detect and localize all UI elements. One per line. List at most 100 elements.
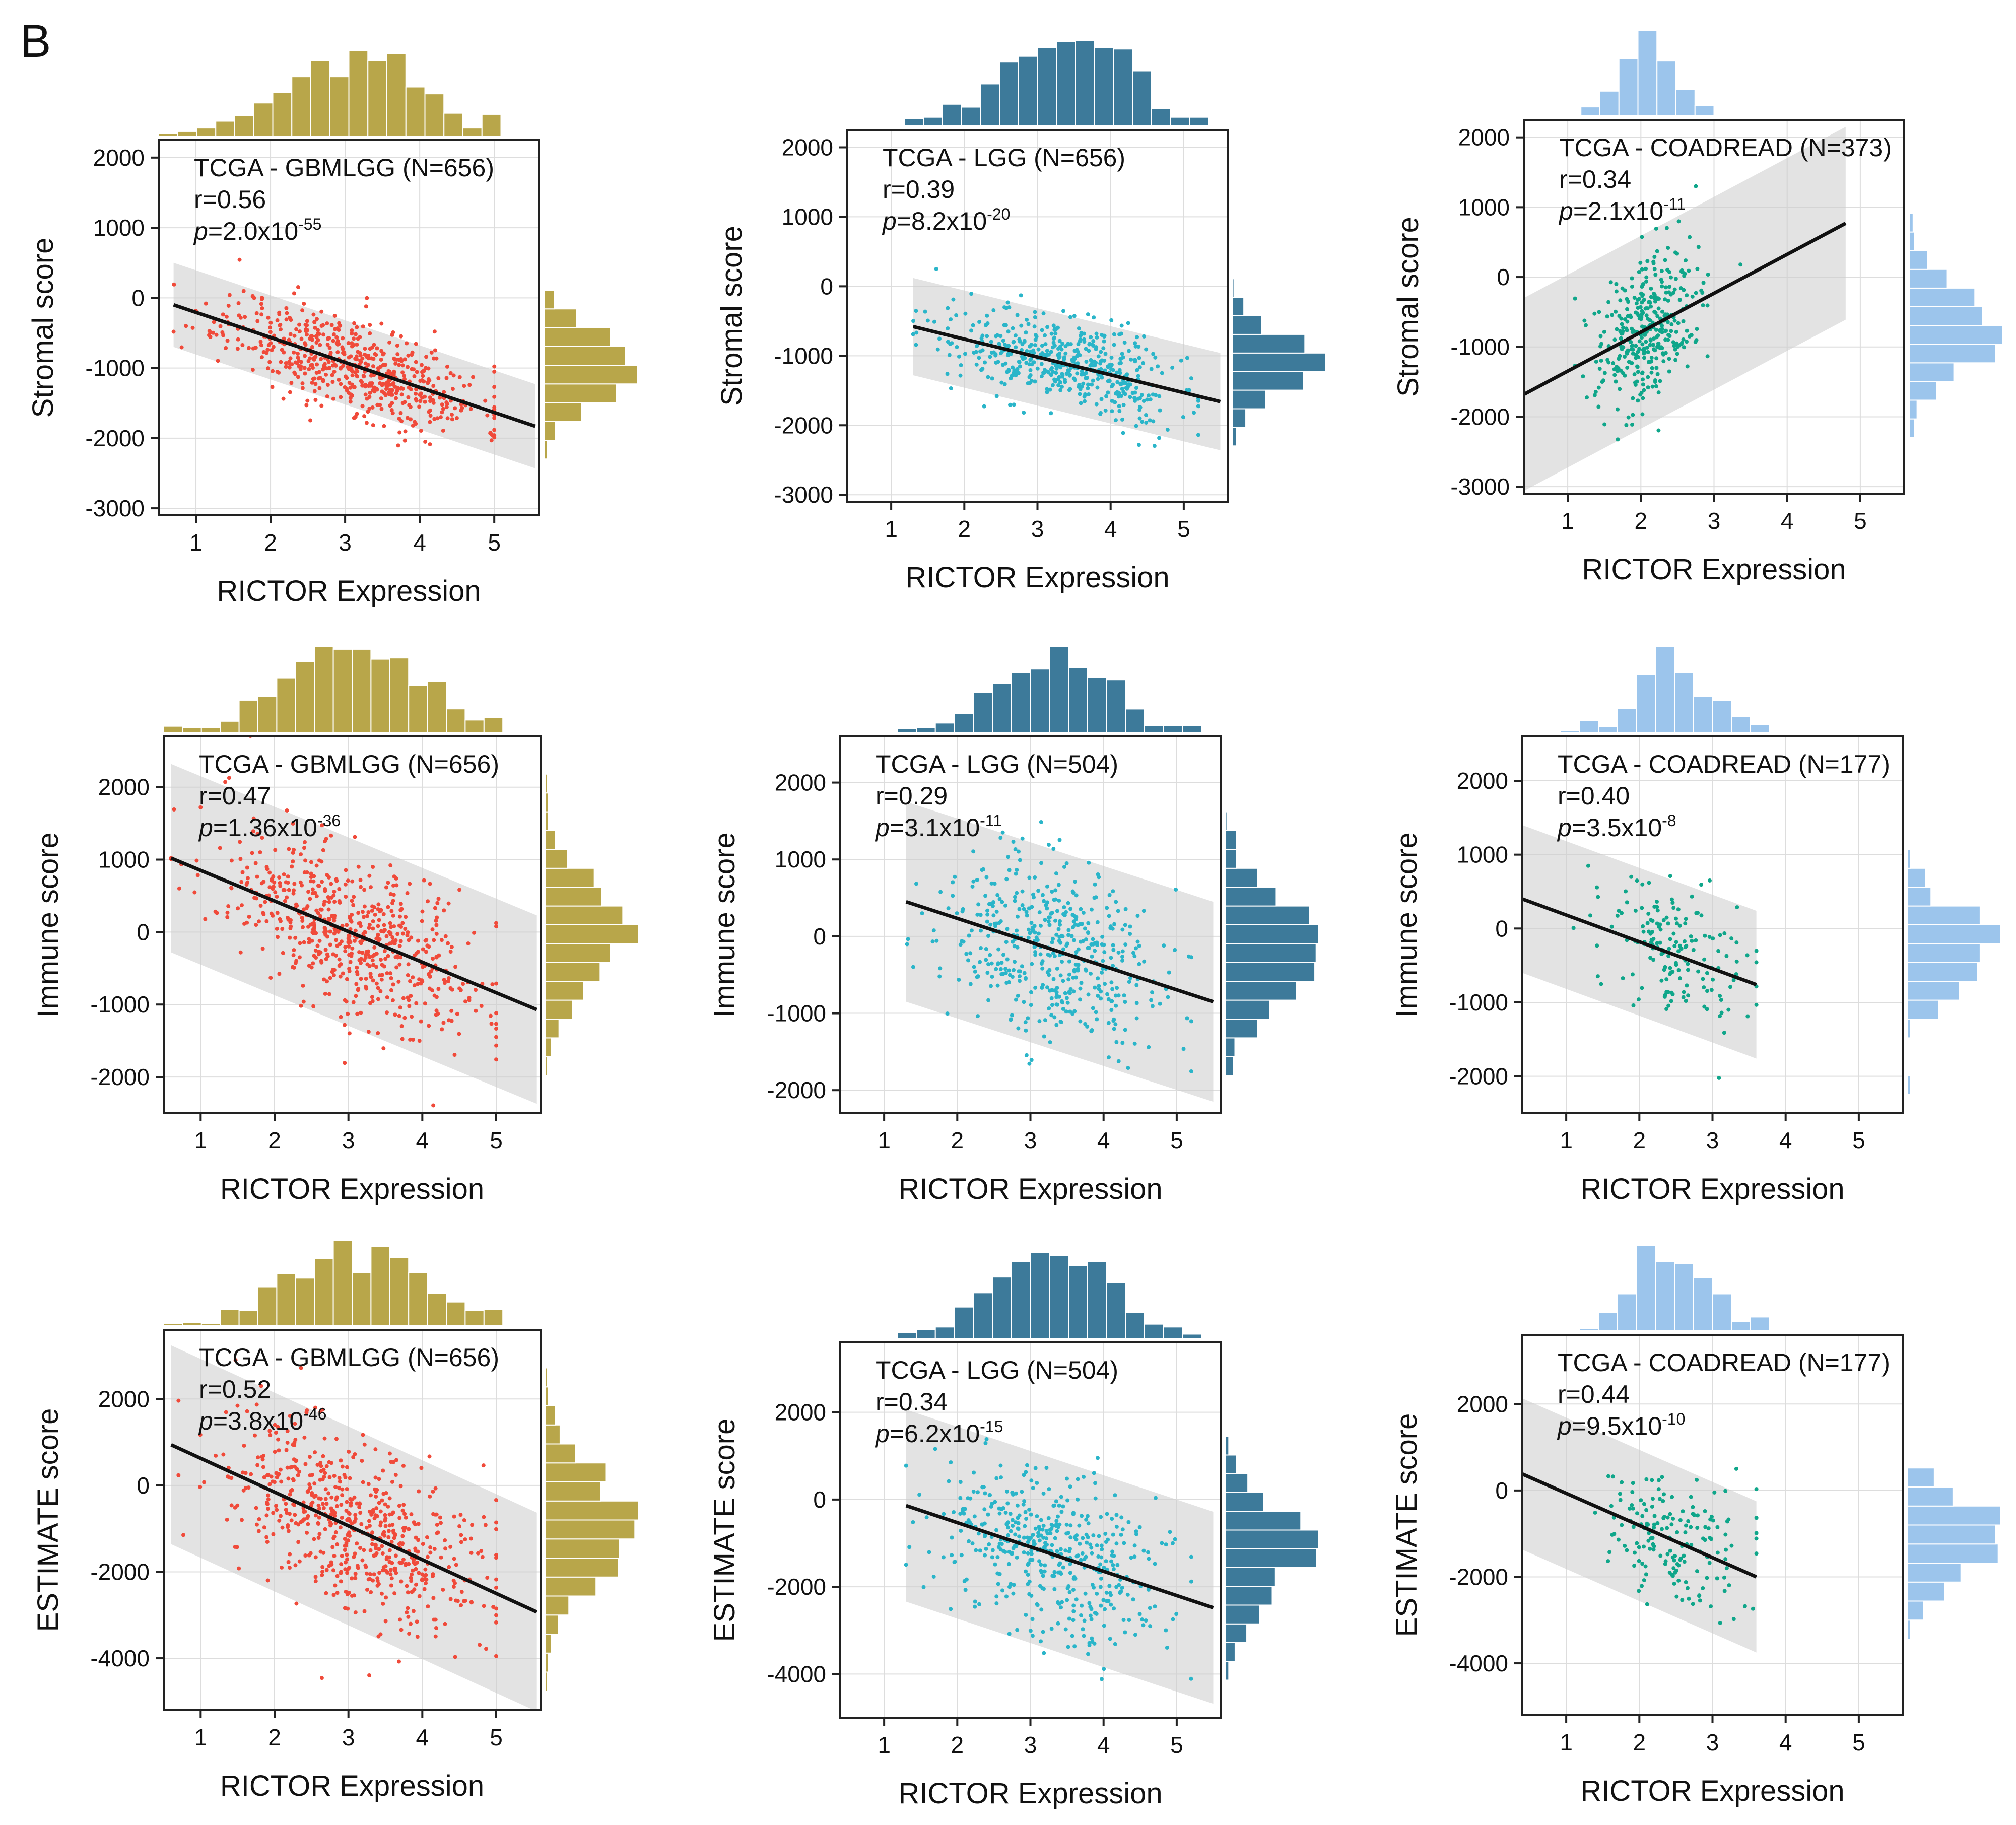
hist-bar	[545, 1367, 548, 1388]
data-point	[494, 1498, 498, 1503]
data-point	[284, 1502, 288, 1506]
y-axis-label: Immune score	[32, 832, 64, 1017]
data-point	[402, 400, 407, 404]
data-point	[245, 1409, 249, 1413]
data-point	[1120, 1527, 1125, 1532]
data-point	[331, 1568, 335, 1573]
data-point	[1042, 1569, 1047, 1574]
data-point	[1046, 352, 1051, 357]
data-point	[411, 423, 415, 428]
data-point	[1068, 1571, 1072, 1575]
data-point	[1018, 969, 1022, 974]
data-point	[1129, 357, 1133, 362]
data-point	[379, 1520, 383, 1525]
hist-bar	[389, 657, 410, 733]
data-point	[1192, 411, 1196, 415]
data-point	[1649, 286, 1653, 291]
data-point	[988, 953, 992, 957]
y-tick-label: 0	[137, 919, 150, 945]
x-tick-label: 1	[878, 1127, 891, 1154]
data-point	[1103, 1607, 1107, 1611]
data-point	[1041, 311, 1046, 316]
data-point	[1112, 1017, 1116, 1022]
data-point	[987, 1542, 991, 1547]
data-point	[1024, 1470, 1028, 1474]
hist-bar	[980, 83, 1000, 126]
data-point	[255, 319, 260, 323]
data-point	[1029, 343, 1034, 347]
hist-bar	[1598, 1312, 1618, 1331]
data-point	[1648, 1546, 1652, 1551]
data-point	[448, 950, 453, 954]
data-point	[494, 1022, 498, 1026]
data-point	[1039, 961, 1044, 966]
data-point	[266, 1497, 271, 1502]
data-point	[364, 421, 369, 425]
hist-bar	[1907, 962, 1978, 982]
hist-bar	[220, 720, 240, 733]
data-point	[431, 1512, 436, 1516]
hist-bar	[1907, 1019, 1911, 1039]
data-point	[1705, 1576, 1709, 1580]
data-point	[1638, 305, 1643, 309]
hist-bar	[1909, 175, 1911, 195]
data-point	[1091, 937, 1095, 941]
data-point	[1090, 1640, 1095, 1644]
data-point	[352, 416, 356, 420]
data-point	[1669, 275, 1673, 280]
data-point	[313, 1405, 317, 1410]
data-point	[1685, 293, 1689, 298]
data-point	[1654, 297, 1659, 301]
hist-bar	[1056, 41, 1076, 126]
data-point	[437, 953, 441, 958]
hist-bar	[1225, 1604, 1260, 1625]
data-point	[317, 938, 322, 943]
data-point	[400, 363, 405, 368]
data-point	[432, 1617, 436, 1622]
data-point	[1698, 1598, 1702, 1603]
data-point	[379, 321, 384, 326]
data-point	[278, 327, 283, 332]
data-point	[261, 350, 266, 354]
data-point	[310, 380, 314, 385]
data-point	[281, 396, 286, 401]
data-point	[1024, 910, 1029, 914]
data-point	[1068, 987, 1073, 991]
data-point	[339, 1503, 344, 1507]
data-point	[351, 336, 356, 341]
data-point	[319, 357, 323, 361]
y-tick-label: 1000	[93, 215, 145, 241]
data-point	[348, 960, 353, 964]
data-point	[1686, 968, 1690, 972]
data-point	[1583, 323, 1588, 327]
data-point	[1653, 348, 1657, 353]
data-point	[304, 403, 309, 408]
data-point	[1043, 918, 1047, 922]
data-point	[331, 396, 335, 401]
hist-bar	[1909, 287, 1976, 308]
data-point	[1642, 1578, 1646, 1583]
data-point	[337, 1486, 342, 1491]
data-point	[366, 1482, 371, 1486]
data-point	[1000, 1588, 1004, 1593]
data-point	[377, 918, 381, 922]
data-point	[1004, 1594, 1009, 1599]
data-point	[1642, 1502, 1646, 1506]
data-point	[1631, 351, 1635, 356]
data-point	[1153, 1496, 1158, 1500]
data-point	[350, 369, 355, 373]
data-point	[1090, 382, 1094, 387]
data-point	[1078, 387, 1083, 391]
data-point	[311, 1004, 316, 1008]
data-point	[986, 962, 991, 967]
data-point	[256, 1455, 260, 1460]
data-point	[400, 921, 405, 925]
data-point	[1648, 931, 1653, 936]
data-point	[1712, 1490, 1717, 1495]
data-point	[1641, 396, 1645, 400]
data-point	[1090, 342, 1094, 347]
y-tick-label: 1000	[1457, 842, 1508, 868]
data-point	[1724, 1566, 1729, 1571]
data-point	[1649, 938, 1654, 942]
